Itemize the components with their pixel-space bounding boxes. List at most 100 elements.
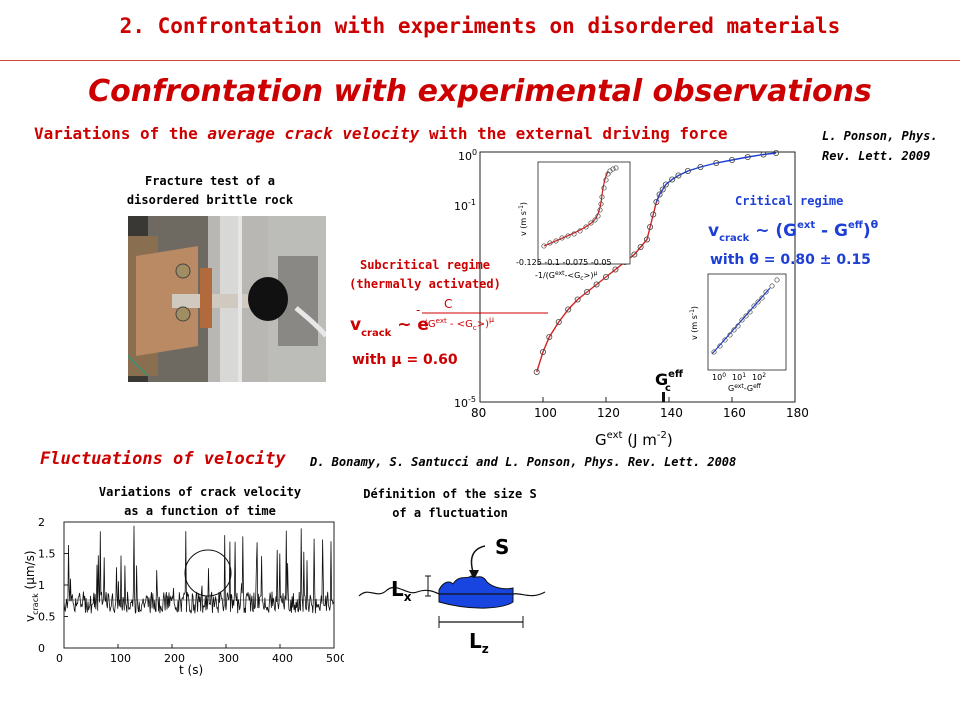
size-definition-caption: Définition of the size S of a fluctuatio…	[340, 485, 560, 523]
rock-caption: Fracture test of a disordered brittle ro…	[100, 172, 320, 210]
inset-right-xticks: 100 101 102	[712, 372, 766, 382]
inset-right-point	[751, 303, 757, 309]
main-data-point	[602, 273, 609, 280]
velocity-time-caption: Variations of crack velocity as a functi…	[80, 483, 320, 521]
inset-left-point	[571, 231, 577, 237]
main-plot-frame	[479, 151, 796, 403]
main-x-axis-label: Gext (J m-2)	[595, 430, 673, 449]
main-data-point	[675, 172, 682, 179]
time-x-label: t (s)	[179, 663, 203, 677]
main-data-point	[612, 266, 619, 273]
main-data-point	[546, 333, 553, 340]
inset-left-point	[599, 194, 605, 200]
time-y-tick-label: 1.5	[38, 548, 56, 561]
fluctuation-size-diagram: S Lx Lz	[358, 535, 546, 656]
subcritical-arrhenius: vcrack ~ e	[350, 315, 429, 339]
inset-left-point	[592, 217, 598, 223]
subtitle-pre: Variations of the	[34, 124, 208, 143]
critical-fit-curve	[655, 152, 777, 203]
inset-right-point	[769, 283, 775, 289]
main-data-point	[744, 153, 751, 160]
main-data-point	[669, 176, 676, 183]
main-y-tick-minus1: 10-1	[454, 198, 476, 213]
inset-right-point	[731, 327, 737, 333]
time-y-tick-label: 0.5	[38, 611, 56, 624]
inset-right-frame	[707, 273, 787, 371]
main-data-points	[533, 149, 780, 375]
inset-left-point	[613, 165, 619, 171]
reference-ponson-2009: L. Ponson, Phys. Rev. Lett. 2009	[822, 129, 938, 163]
subcritical-line2: (thermally activated)	[349, 277, 501, 291]
inset-left-point	[547, 240, 553, 246]
inset-right-xlabel: Gext-Geff	[728, 383, 762, 393]
subtitle-emphasis: average crack velocity	[207, 124, 420, 143]
inset-left-point	[583, 224, 589, 230]
time-x-tick-label: 200	[164, 652, 185, 665]
inset-left-point	[598, 201, 604, 207]
arrow-S-head	[469, 570, 479, 580]
rock-caption-line1: Fracture test of a	[144, 174, 276, 188]
inset-right-point	[735, 323, 741, 329]
inset-right-point	[755, 299, 761, 305]
time-y-tick-label: 0	[38, 642, 45, 655]
velocity-caption-line1: Variations of crack velocity	[98, 485, 302, 499]
inset-right-point	[739, 317, 745, 323]
fluctuation-circle	[184, 549, 232, 597]
time-x-ticks: 0 100 200 300 400 500	[56, 644, 344, 665]
inset-left-point	[603, 177, 609, 183]
inset-left-xticks: -0.125 -0.1 -0.075 -0.05	[516, 258, 612, 267]
main-data-point	[631, 251, 638, 258]
inset-left-point	[577, 228, 583, 234]
subtitle-post: with the external driving force	[419, 124, 728, 143]
time-x-tick-label: 0	[56, 652, 63, 665]
time-y-ticks: 0 0.5 1 1.5 2	[38, 516, 68, 655]
critical-power-law: vcrack ~ (Gext - Geff)θ	[708, 218, 879, 244]
front-line	[358, 586, 546, 597]
main-data-point	[593, 281, 600, 288]
gc-eff-annotation: Geff c	[655, 369, 684, 394]
subtitle: Variations of the average crack velocity…	[34, 124, 728, 143]
inset-right-point	[763, 289, 769, 295]
main-x-tick-label: 120	[597, 406, 620, 420]
fluctuations-title: Fluctuations of velocity	[40, 449, 286, 469]
inset-left-xlabel: -1/(Gext-<Gc>)μ	[535, 270, 597, 282]
inset-left-point	[553, 238, 559, 244]
velocity-caption-line2: as a function of time	[124, 504, 276, 518]
critical-regime-label: Critical regime	[735, 194, 844, 208]
rock-caption-line2: disordered brittle rock	[126, 193, 294, 207]
inset-right-point	[711, 349, 717, 355]
inset-left-frame	[537, 161, 631, 265]
velocity-trace	[63, 525, 334, 615]
main-x-tick-label: 80	[471, 406, 486, 420]
main-x-tick-label: 160	[723, 406, 746, 420]
inset-left-points	[541, 165, 619, 249]
main-data-point	[659, 186, 666, 193]
gc-eff-marker	[662, 392, 665, 402]
inset-right-point	[759, 295, 765, 301]
inset-left-fit	[543, 171, 609, 247]
arrow-S	[470, 545, 486, 573]
inset-right-point	[747, 309, 753, 315]
main-x-tick-label: 180	[786, 406, 809, 420]
main-x-tick-label: 140	[660, 406, 683, 420]
main-data-point	[574, 296, 581, 303]
size-caption-line1: Définition of the size S	[363, 487, 537, 501]
inset-right-point	[722, 337, 728, 343]
main-y-tick-top: 100	[458, 148, 477, 163]
main-data-point	[643, 236, 650, 243]
inset-left-point	[588, 220, 594, 226]
subcritical-fit-curve	[536, 189, 664, 373]
critical-formula: vcrack ~ (Gext - Geff)θ with θ = 0.80 ± …	[708, 218, 879, 268]
main-data-point	[760, 151, 767, 158]
time-y-tick-label: 1	[38, 579, 45, 592]
label-Lx: Lx	[391, 577, 412, 604]
subcritical-line1: Subcritical regime	[359, 258, 491, 272]
time-x-tick-label: 300	[218, 652, 239, 665]
main-data-point	[728, 156, 735, 163]
fracture-test-photo	[128, 216, 326, 382]
header-divider	[0, 60, 960, 61]
inset-left-ylabel: v (m s-1)	[518, 202, 528, 236]
main-data-point	[656, 191, 663, 198]
slide-title: Confrontation with experimental observat…	[88, 74, 872, 109]
